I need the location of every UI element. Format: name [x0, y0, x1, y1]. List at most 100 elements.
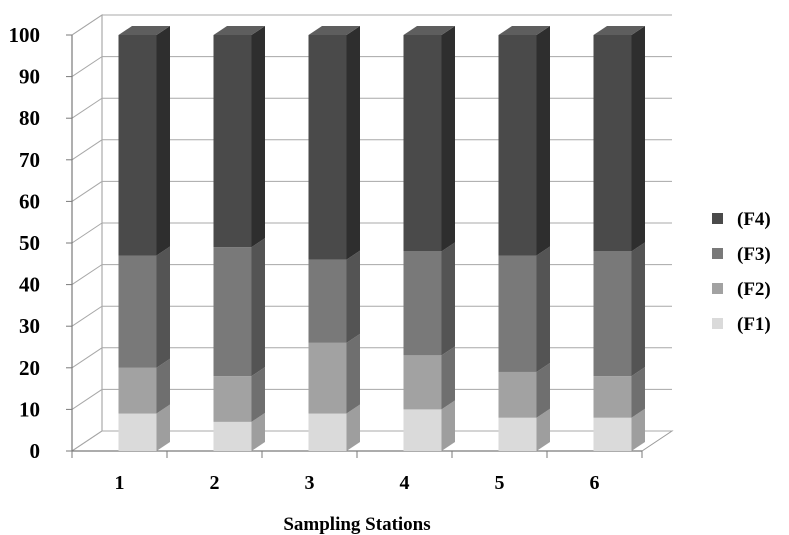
bar-segment-side	[251, 412, 265, 451]
bar-segment	[403, 35, 442, 252]
bar-segment	[403, 251, 442, 356]
bar-segment-side	[441, 242, 455, 356]
legend-swatch	[712, 213, 723, 224]
bar-segment-side	[536, 246, 550, 372]
bar-segment	[213, 35, 252, 248]
bar-segment	[498, 417, 537, 451]
bar-segment	[403, 355, 442, 410]
bar-segment-top	[498, 26, 550, 35]
y-tick-label: 60	[19, 189, 40, 213]
bar-segment	[118, 255, 157, 368]
bar-segment-side	[156, 404, 170, 451]
y-tick-label: 90	[19, 65, 40, 89]
bar-segment-side	[156, 358, 170, 414]
bar-segment-side	[156, 26, 170, 256]
x-tick-label: 1	[115, 472, 125, 494]
bar-segment	[308, 259, 347, 343]
y-tick-label: 100	[9, 23, 41, 47]
legend-label: (F3)	[737, 244, 771, 265]
bar-segment	[308, 413, 347, 451]
legend-swatch	[712, 318, 723, 329]
bars	[118, 26, 645, 451]
gridline	[71, 264, 672, 286]
bar-segment-top	[118, 26, 170, 35]
gridline	[71, 56, 672, 78]
x-tick-labels: 1 2 3 4 5 6	[115, 472, 600, 494]
bar-segment-side	[346, 404, 360, 451]
x-tick-label: 6	[590, 472, 600, 494]
gridline	[71, 430, 672, 452]
gridline	[71, 97, 672, 119]
bar-segment-top	[213, 26, 265, 35]
bar-segment	[593, 376, 632, 418]
bar-segment-side	[631, 367, 645, 418]
legend-swatch	[712, 248, 723, 259]
bar-segment-side	[251, 26, 265, 248]
bar-segment	[213, 376, 252, 422]
x-tick-label: 5	[495, 472, 505, 494]
bar-segment-side	[536, 408, 550, 451]
bar-segment-side	[346, 26, 360, 260]
legend-label: (F2)	[737, 279, 771, 300]
bar-segment-top	[308, 26, 360, 35]
bar-segment-side	[441, 26, 455, 252]
bar-segment	[118, 413, 157, 451]
bar-segment-side	[536, 362, 550, 418]
bar-segment	[308, 342, 347, 414]
bar-segment	[213, 421, 252, 451]
bar-stack	[213, 26, 265, 451]
axes	[66, 34, 643, 458]
bar-segment	[498, 371, 537, 418]
bar-segment	[498, 35, 537, 256]
gridline	[71, 139, 672, 161]
x-tick-label: 2	[210, 472, 220, 494]
bar-segment-top	[403, 26, 455, 35]
y-tick-labels: 0 10 20 30 40 50 60 70 80 90 100	[9, 23, 41, 463]
legend: (F4) (F3) (F2) (F1)	[712, 209, 771, 335]
bar-stack	[403, 26, 455, 451]
gridline	[71, 388, 672, 410]
bar-stack	[498, 26, 550, 451]
bar-stack	[308, 26, 360, 451]
x-axis-title: Sampling Stations	[283, 514, 430, 535]
bar-segment	[403, 409, 442, 451]
bar-segment	[118, 35, 157, 256]
bar-segment-side	[441, 346, 455, 410]
x-tick-label: 4	[400, 472, 410, 494]
bar-segment	[118, 367, 157, 414]
y-tick-label: 70	[19, 148, 40, 172]
y-tick-label: 30	[19, 314, 40, 338]
bar-segment	[593, 35, 632, 252]
y-tick-label: 80	[19, 106, 40, 130]
bar-segment-side	[536, 26, 550, 256]
y-tick-label: 40	[19, 273, 40, 297]
gridline	[71, 305, 672, 327]
y-tick-label: 10	[19, 397, 40, 421]
bar-segment	[213, 247, 252, 377]
x-tick-label: 3	[305, 472, 315, 494]
gridline	[71, 180, 672, 202]
y-tick-label: 50	[19, 231, 40, 255]
bar-segment-side	[251, 367, 265, 422]
gridlines	[71, 14, 672, 452]
bar-segment-side	[631, 242, 645, 377]
bar-segment	[593, 251, 632, 377]
gridline	[71, 222, 672, 244]
bar-segment-side	[346, 250, 360, 343]
gridline	[71, 14, 672, 36]
bar-segment-side	[346, 333, 360, 414]
bar-segment	[593, 417, 632, 451]
bar-segment-side	[156, 246, 170, 368]
bar-stack	[118, 26, 170, 451]
legend-label: (F4)	[737, 209, 771, 230]
bar-segment-side	[631, 408, 645, 451]
y-tick-label: 0	[30, 439, 41, 463]
bar-segment	[308, 35, 347, 260]
legend-swatch	[712, 283, 723, 294]
bar-stack	[593, 26, 645, 451]
bar-segment-top	[593, 26, 645, 35]
gridline	[71, 347, 672, 369]
bar-segment-side	[251, 238, 265, 377]
y-tick-label: 20	[19, 356, 40, 380]
